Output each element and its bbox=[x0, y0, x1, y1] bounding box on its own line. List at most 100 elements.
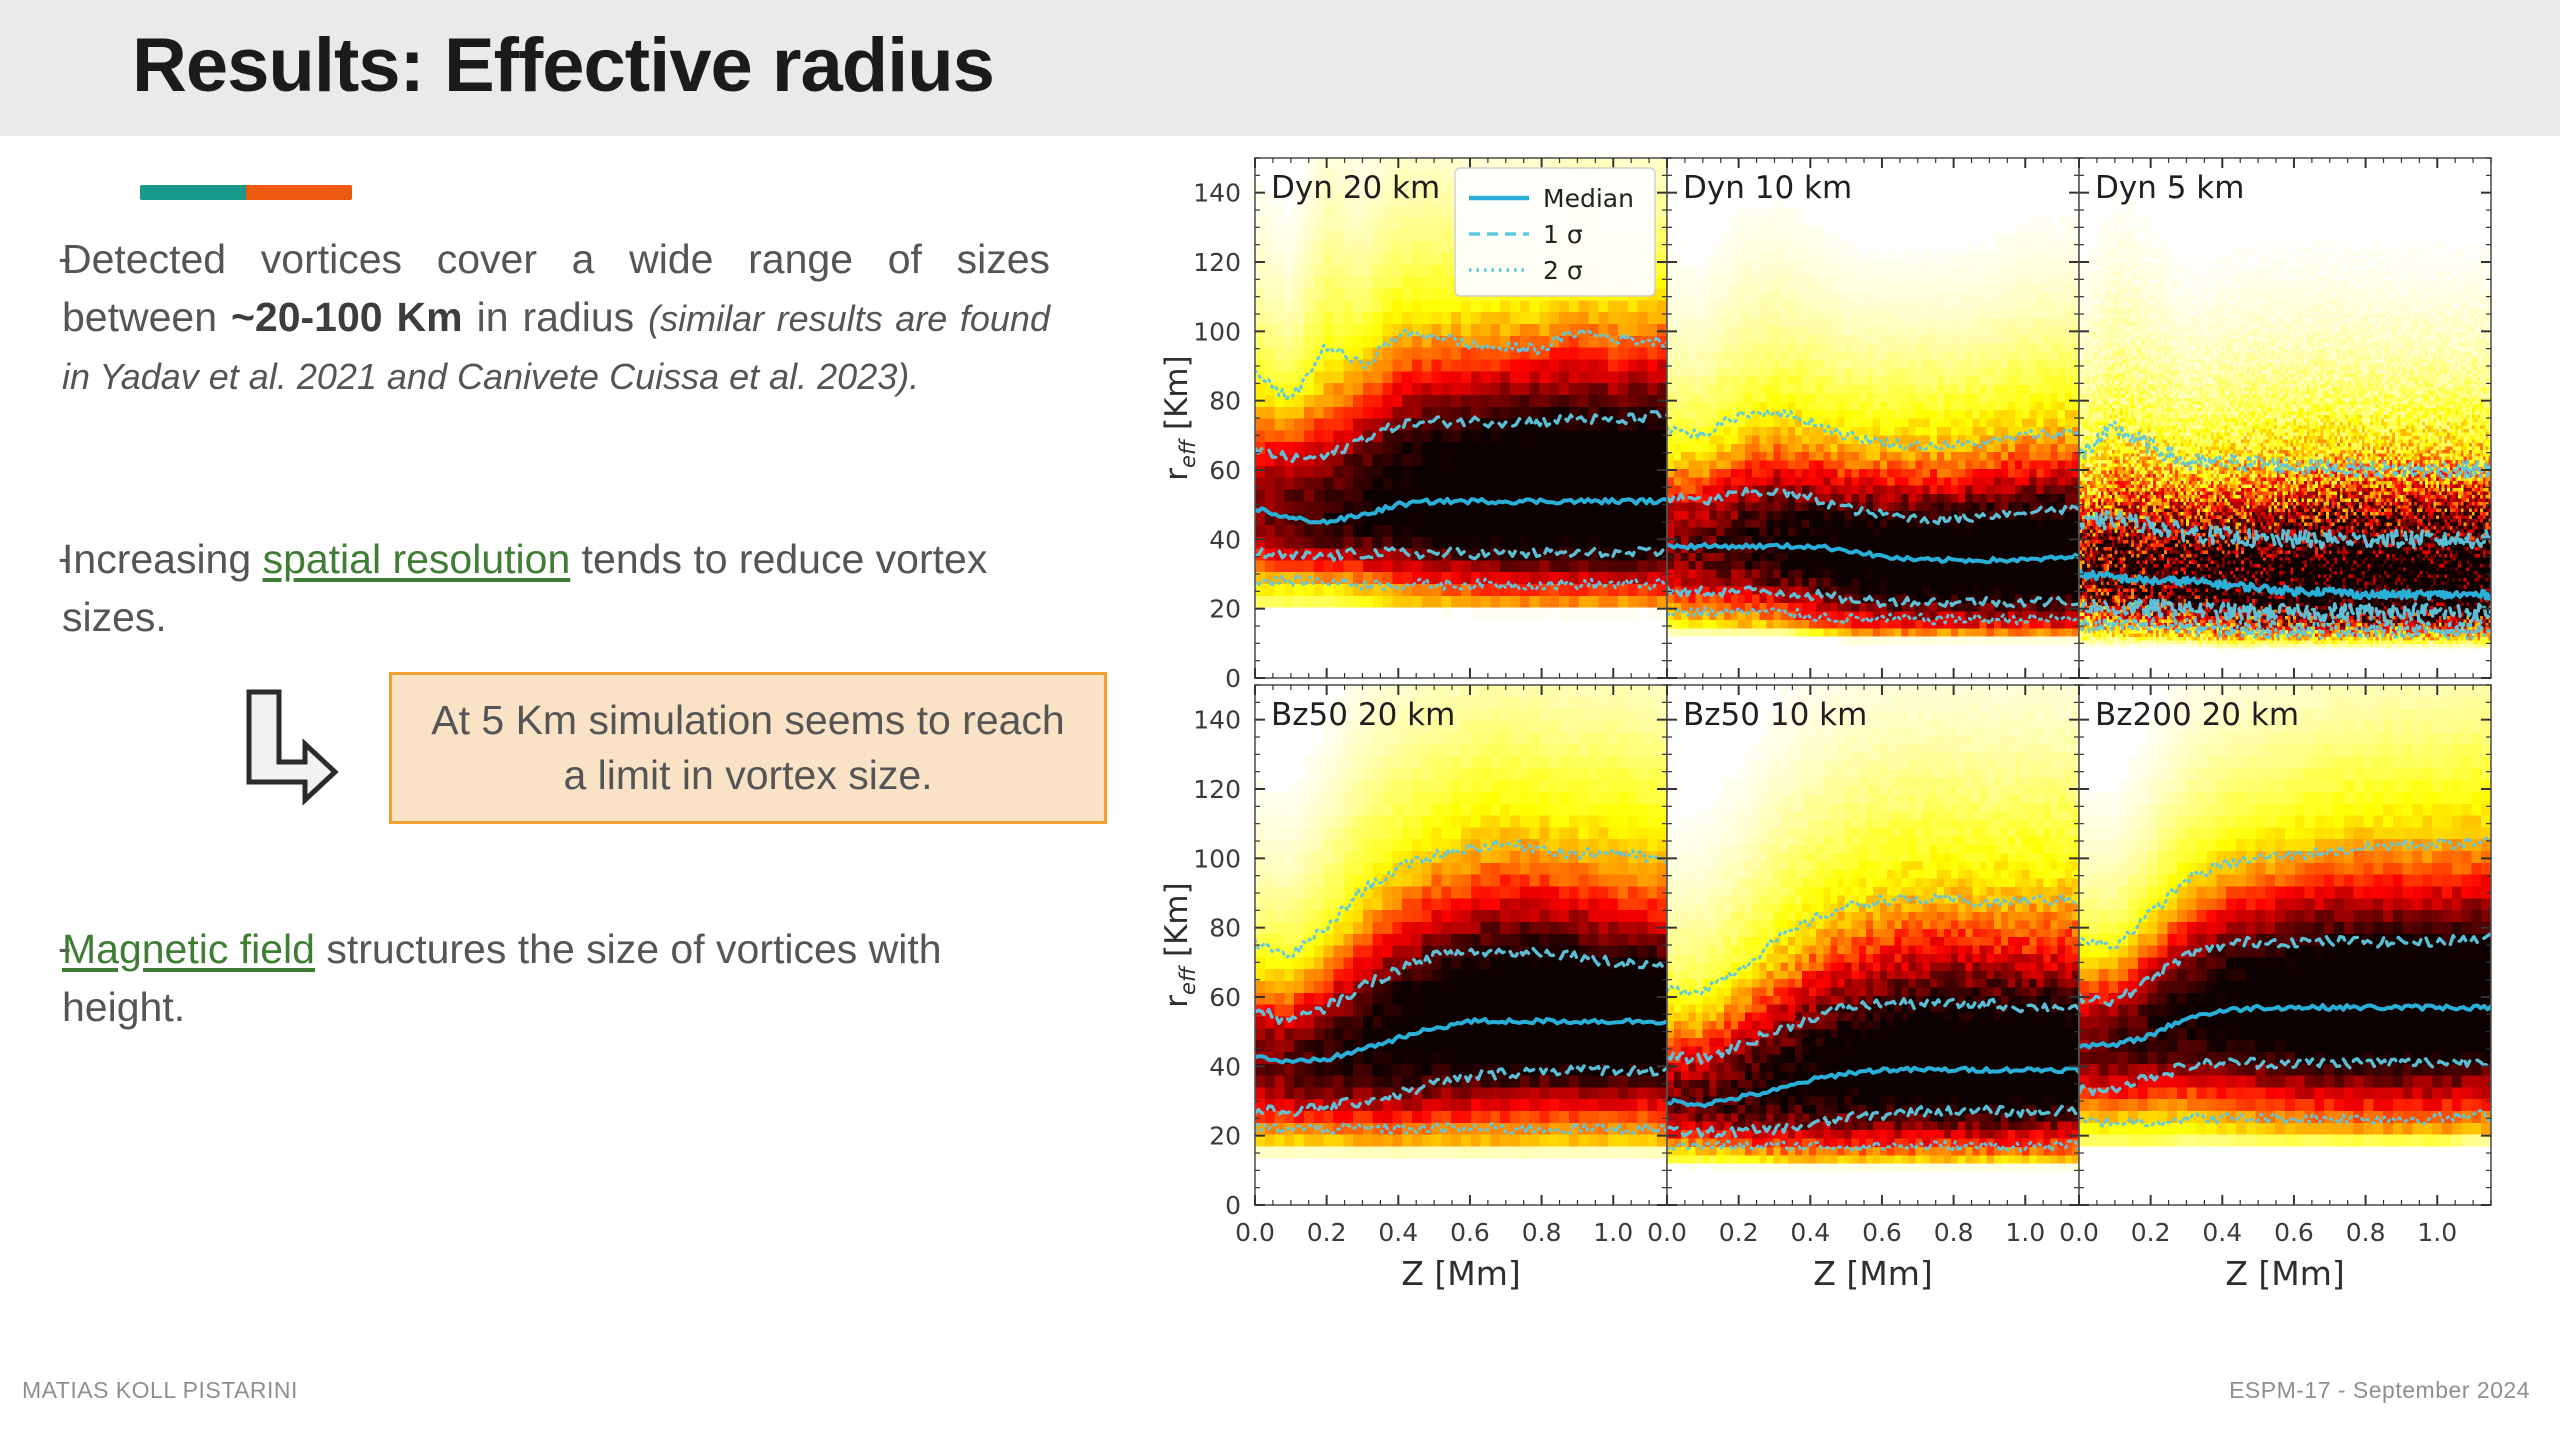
bullet-text-bold: ~20-100 Km bbox=[231, 294, 463, 340]
curve-sigma1_lower bbox=[1255, 546, 1667, 562]
svg-text:reff [Km]: reff [Km] bbox=[1160, 355, 1200, 480]
panel-bz50-10-km: 0.0 0.2 0.4 0.6 0.8 1.0 Z [Mm] Bz50 10 km bbox=[1647, 684, 2080, 1293]
header-band bbox=[0, 0, 2560, 136]
curve-sigma2_upper bbox=[1667, 893, 2079, 997]
bullet-item-magnetic-field: - Magnetic field structures the size of … bbox=[0, 920, 1160, 1036]
curve-sigma2_lower bbox=[1255, 573, 1667, 592]
x-tick-label: 1.0 bbox=[1593, 1218, 1633, 1247]
x-tick-label: 0.8 bbox=[2346, 1218, 2386, 1247]
curve-sigma1_upper bbox=[1667, 997, 2079, 1065]
panel-bz200-20-km: 0.0 0.2 0.4 0.6 0.8 1.0 Z [Mm] Bz200 20 km bbox=[2059, 684, 2492, 1293]
y-tick-label: 80 bbox=[1209, 914, 1241, 943]
curve-sigma2_lower bbox=[1667, 605, 2079, 626]
bullet-text-part1: Detected vortices cover a wide range of … bbox=[62, 236, 1050, 340]
x-tick-label: 0.2 bbox=[1307, 1218, 1347, 1247]
slide-body: - Detected vortices cover a wide range o… bbox=[0, 230, 1160, 1360]
curve-sigma1_upper bbox=[1667, 486, 2079, 526]
x-tick-label: 0.0 bbox=[1647, 1218, 1687, 1247]
y-tick-label: 0 bbox=[1225, 1191, 1241, 1220]
effective-radius-figure: 0 20 40 60 80 100 120 140 reff [Km] Dyn 20 km Medi… bbox=[1160, 140, 2550, 1400]
panel-heatmap bbox=[1667, 158, 2079, 678]
bullet-text-part1: Increasing bbox=[62, 536, 263, 582]
curve-median bbox=[1667, 1065, 2079, 1109]
legend-label: 2 σ bbox=[1543, 256, 1583, 285]
panel-heatmap bbox=[1255, 685, 1667, 1205]
accent-bar-teal-segment bbox=[140, 185, 246, 200]
x-tick-label: 0.2 bbox=[2131, 1218, 2171, 1247]
footer-conference: ESPM-17 - September 2024 bbox=[2229, 1377, 2530, 1404]
panel-heatmap bbox=[2079, 158, 2491, 678]
panel-title: Dyn 20 km bbox=[1271, 170, 1440, 206]
bullet-text-citation: (similar results are found in Yadav et a… bbox=[62, 298, 1050, 397]
callout-group: At 5 Km simulation seems to reach a limi… bbox=[0, 670, 1160, 850]
curve-sigma1_lower bbox=[2079, 1055, 2491, 1097]
x-tick-label: 0.4 bbox=[1378, 1218, 1418, 1247]
panel-title: Bz200 20 km bbox=[2095, 697, 2299, 733]
callout-text: At 5 Km simulation seems to reach a limi… bbox=[392, 693, 1104, 804]
bullet-text: Magnetic field structures the size of vo… bbox=[62, 920, 1160, 1036]
curve-sigma1_upper bbox=[2079, 932, 2491, 1008]
y-tick-label: 120 bbox=[1193, 775, 1241, 804]
panel-title: Dyn 10 km bbox=[1683, 170, 1852, 206]
curve-sigma1_lower bbox=[1255, 1063, 1667, 1119]
x-tick-label: 1.0 bbox=[2005, 1218, 2045, 1247]
y-tick-label: 60 bbox=[1209, 983, 1241, 1012]
panel-heatmap bbox=[1667, 685, 2079, 1205]
curve-median bbox=[1255, 496, 1667, 526]
panel-title: Bz50 20 km bbox=[1271, 697, 1455, 733]
bullet-marker: - bbox=[0, 920, 71, 977]
curve-sigma2_lower bbox=[2079, 1109, 2491, 1129]
bent-arrow-icon bbox=[243, 688, 339, 811]
y-axis-label: reff [Km] bbox=[1160, 355, 1200, 480]
bullet-marker: - bbox=[0, 530, 71, 587]
curve-sigma1_upper bbox=[2079, 509, 2491, 550]
figure-svg: 0 20 40 60 80 100 120 140 reff [Km] Dyn 20 km Medi… bbox=[1160, 157, 2492, 1293]
x-tick-label: 0.6 bbox=[1862, 1218, 1902, 1247]
bullet-text-part2: tends to reduce vortex sizes. bbox=[62, 536, 987, 640]
panel-heatmap bbox=[1255, 158, 1667, 678]
accent-bar-orange-segment bbox=[246, 185, 352, 200]
x-tick-label: 0.6 bbox=[2274, 1218, 2314, 1247]
x-axis-label: Z [Mm] bbox=[1813, 1254, 1932, 1293]
bullet-highlight-spatial-resolution: spatial resolution bbox=[263, 536, 571, 582]
curve-median bbox=[2079, 1002, 2491, 1050]
curve-median bbox=[1255, 1017, 1667, 1065]
footer-author: MATIAS KOLL PISTARINI bbox=[22, 1377, 298, 1404]
bullet-item-resolution: - Increasing spatial resolution tends to… bbox=[0, 530, 1160, 646]
y-tick-label: 40 bbox=[1209, 1052, 1241, 1081]
curve-sigma2_lower bbox=[1255, 1121, 1667, 1136]
y-tick-label: 100 bbox=[1193, 317, 1241, 346]
y-tick-label: 20 bbox=[1209, 1122, 1241, 1151]
x-tick-label: 0.6 bbox=[1450, 1218, 1490, 1247]
legend-label: 1 σ bbox=[1543, 220, 1583, 249]
curve-sigma2_lower bbox=[1667, 1139, 2079, 1153]
legend-label: Median bbox=[1543, 184, 1634, 213]
y-tick-label: 80 bbox=[1209, 387, 1241, 416]
curve-sigma2_lower bbox=[2079, 616, 2491, 640]
y-tick-label: 140 bbox=[1193, 179, 1241, 208]
curve-sigma1_lower bbox=[1667, 1104, 2079, 1139]
curve-sigma2_upper bbox=[1255, 838, 1667, 959]
panel-dyn-10-km: Dyn 10 km bbox=[1666, 157, 2080, 679]
curve-sigma1_upper bbox=[1255, 410, 1667, 465]
panel-bz50-20-km: 0 20 40 60 80 100 120 140 reff [Km] 0.0 0.2 0.4 0.6 0… bbox=[1160, 684, 1668, 1293]
x-tick-label: 0.4 bbox=[2202, 1218, 2242, 1247]
curve-sigma1_lower bbox=[1667, 584, 2079, 609]
curve-sigma1_upper bbox=[1255, 946, 1667, 1026]
y-tick-label: 120 bbox=[1193, 248, 1241, 277]
curve-sigma2_upper bbox=[1255, 327, 1667, 402]
x-tick-label: 0.8 bbox=[1522, 1218, 1562, 1247]
curve-sigma2_upper bbox=[2079, 835, 2491, 950]
x-axis-label: Z [Mm] bbox=[1401, 1254, 1520, 1293]
bullet-text: Increasing spatial resolution tends to r… bbox=[62, 530, 1160, 646]
accent-bar bbox=[140, 185, 352, 200]
x-tick-label: 1.0 bbox=[2417, 1218, 2457, 1247]
curve-median bbox=[2079, 569, 2491, 601]
bullet-item-sizes: - Detected vortices cover a wide range o… bbox=[0, 230, 1160, 405]
x-tick-label: 0.8 bbox=[1934, 1218, 1974, 1247]
panel-heatmap bbox=[2079, 685, 2491, 1205]
panel-dyn-5-km: Dyn 5 km bbox=[2078, 157, 2492, 679]
panel-dyn-20-km: 0 20 40 60 80 100 120 140 reff [Km] Dyn 20 km Medi… bbox=[1160, 157, 1668, 693]
x-tick-label: 0.0 bbox=[1235, 1218, 1275, 1247]
bullet-text: Detected vortices cover a wide range of … bbox=[62, 230, 1160, 405]
